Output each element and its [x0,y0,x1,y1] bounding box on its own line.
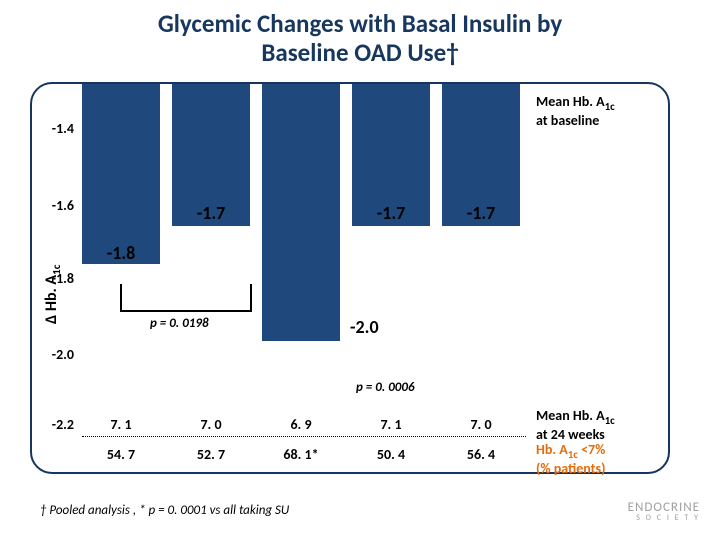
p-bracket [120,284,252,312]
y-axis-label: Δ Hb. A1c [42,294,63,324]
y-tick: -2.0 [42,346,74,363]
bar-value: -1.7 [352,202,430,224]
cell-percent: 50. 4 [348,446,434,463]
footnote: † Pooled analysis , * p = 0. 0001 vs all… [40,503,289,518]
right-label-baseline: Mean Hb. A1c at baseline [536,94,615,130]
title-line1: Glycemic Changes with Basal Insulin by [158,8,562,39]
slide: Glycemic Changes with Basal Insulin by B… [0,0,720,540]
cell-24weeks: 7. 1 [78,416,164,433]
y-tick: -2.2 [42,416,74,433]
cell-percent: 68. 1* [258,446,344,463]
cell-24weeks: 7. 0 [168,416,254,433]
slide-title: Glycemic Changes with Basal Insulin by B… [0,10,720,68]
y-tick: -1.6 [42,197,74,214]
bar [82,84,160,264]
bar [262,84,340,341]
bar-value: -1.7 [442,202,520,224]
cell-24weeks: 7. 1 [348,416,434,433]
p-value-0198: p = 0. 0198 [150,316,209,331]
cell-percent: 52. 7 [168,446,254,463]
y-tick: -1.4 [42,120,74,137]
logo-line2: S O C I E T Y [628,515,700,522]
right-label-under7: Hb. A1c <7% (% patients) [536,442,605,478]
cell-percent: 54. 7 [78,446,164,463]
y-tick: -1.8 [42,270,74,287]
chart-frame: Δ Hb. A1c -1.4-1.6-1.8-2.0-2.2 8.90/1 OA… [30,82,670,474]
endocrine-society-logo: ENDOCRINE S O C I E T Y [628,500,700,522]
dotted-divider [82,436,526,437]
met-only-value-label: -2.0 [350,316,379,338]
cell-percent: 56. 4 [438,446,524,463]
title-line2: Baseline OAD Use† [261,37,458,68]
cell-24weeks: 7. 0 [438,416,524,433]
p-value-0006: p = 0. 0006 [356,380,415,395]
bar-value: -1.8 [82,242,160,264]
right-label-24weeks: Mean Hb. A1c at 24 weeks [536,408,615,444]
cell-24weeks: 6. 9 [258,416,344,433]
bar-value: -1.7 [172,202,250,224]
